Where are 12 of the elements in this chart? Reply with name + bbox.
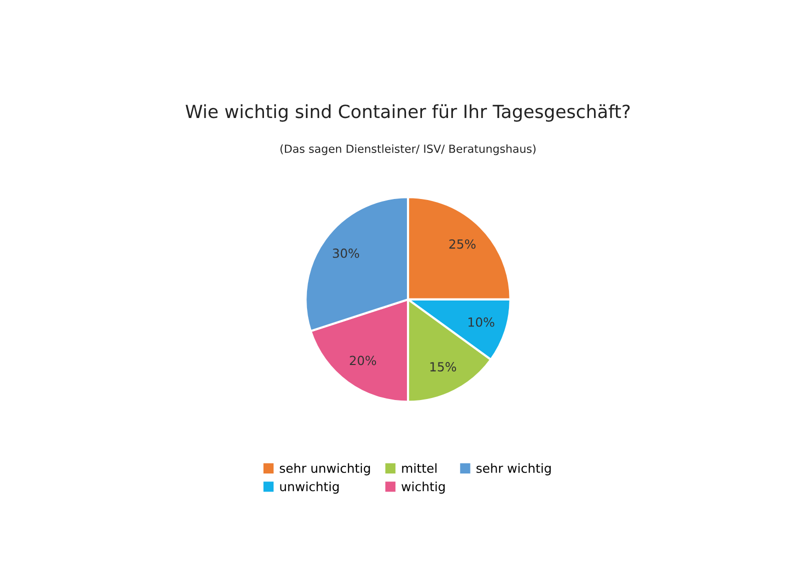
legend-label: mittel xyxy=(402,463,436,473)
data-label: 30% xyxy=(332,248,360,258)
data-label: 15% xyxy=(430,362,456,372)
data-label: 25% xyxy=(449,239,476,249)
chart-title: Wie wichtig sind Container für Ihr Tagesgeschäft? xyxy=(186,104,630,122)
legend-label: sehr unwichtig xyxy=(280,463,370,476)
data-label: 20% xyxy=(350,356,376,366)
chart-subtitle: (Das sagen Dienstleister/ ISV/ Beratungshaus) xyxy=(280,144,536,156)
legend-label: sehr wichtig xyxy=(476,463,551,476)
legend-label: wichtig xyxy=(402,482,445,494)
data-label: 10% xyxy=(468,317,494,327)
legend-label: unwichtig xyxy=(280,482,339,494)
